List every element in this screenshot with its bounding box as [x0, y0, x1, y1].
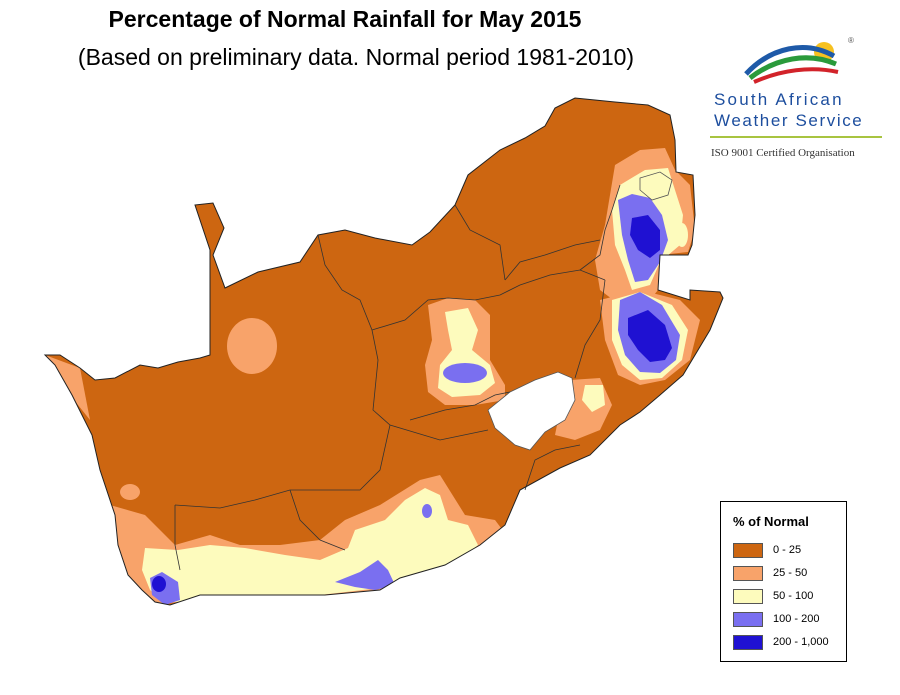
saws-logo-icon [744, 42, 839, 84]
map-subtitle: (Based on preliminary data. Normal perio… [77, 44, 635, 70]
registered-mark: ® [848, 36, 854, 45]
legend-label: 50 - 100 [773, 590, 814, 602]
legend-swatch [733, 543, 763, 558]
province-borders [174, 184, 621, 571]
saws-logo: ® South African Weather Service ISO 9001… [706, 32, 896, 172]
swaziland-area [639, 171, 673, 201]
legend-label: 200 - 1,000 [773, 636, 829, 648]
legend-item: 0 - 25 [733, 542, 845, 559]
iso-certification: ISO 9001 Certified Organisation [711, 147, 855, 159]
logo-divider [710, 136, 882, 138]
legend-label: 25 - 50 [773, 567, 808, 579]
legend-item: 50 - 100 [733, 588, 845, 605]
legend-swatch [733, 566, 763, 581]
lesotho-area [487, 371, 576, 451]
logo-line-1: South African [714, 90, 844, 109]
logo-line-2: Weather Service [714, 111, 864, 130]
legend-swatch [733, 635, 763, 650]
legend: % of Normal 0 - 25 25 - 50 50 - 100 100 … [720, 501, 847, 662]
legend-swatch [733, 612, 763, 627]
zones-200-1000 [152, 215, 672, 592]
legend-item: 200 - 1,000 [733, 634, 845, 651]
legend-swatch [733, 589, 763, 604]
legend-item: 25 - 50 [733, 565, 845, 582]
legend-item: 100 - 200 [733, 611, 845, 628]
map-title: Percentage of Normal Rainfall for May 20… [108, 6, 582, 32]
legend-title: % of Normal [733, 514, 809, 529]
legend-label: 100 - 200 [773, 613, 820, 625]
legend-label: 0 - 25 [773, 544, 802, 556]
